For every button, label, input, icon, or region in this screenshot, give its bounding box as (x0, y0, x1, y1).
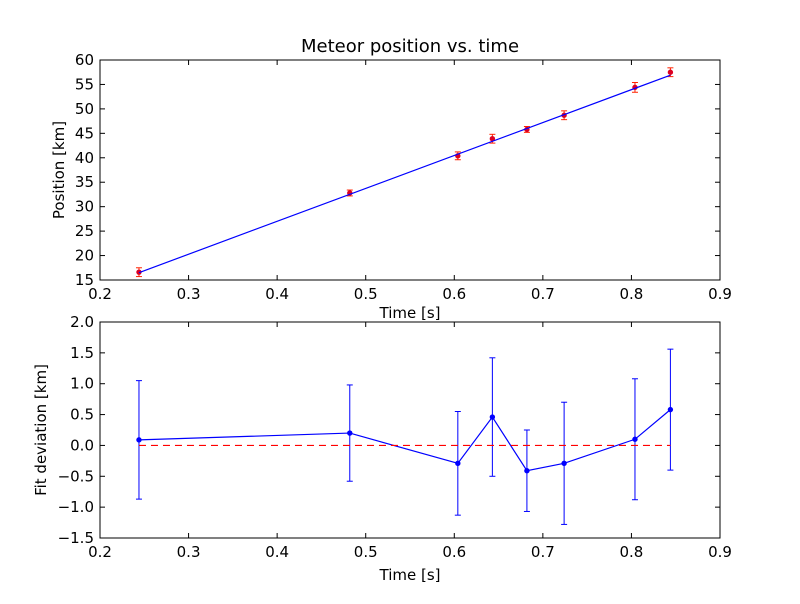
deviation-chart: 0.2 0.3 0.4 0.5 0.6 0.7 0.8 0.9 −1.5 −1.0 −0.5 0.0… (32, 313, 732, 584)
x-axis-ticks: 0.2 0.3 0.4 0.5 0.6 0.7 0.8 0.9 (88, 60, 732, 303)
x-axis-ticks: 0.2 0.3 0.4 0.5 0.6 0.7 0.8 0.9 (88, 322, 732, 561)
x-tick-label: 0.3 (177, 543, 201, 561)
x-tick-label: 0.5 (354, 285, 378, 303)
y-axis-label: Fit deviation [km] (32, 364, 50, 496)
data-point (561, 460, 567, 467)
data-point (489, 414, 496, 420)
data-point (136, 437, 142, 443)
x-tick-label: 0.2 (88, 543, 112, 561)
data-point (455, 460, 461, 467)
x-tick-label: 0.6 (442, 543, 466, 561)
x-tick-label: 0.4 (265, 543, 289, 561)
y-axis-ticks: 15 20 25 30 35 40 45 50 55 60 (75, 51, 720, 289)
y-tick-label: 0.5 (70, 406, 94, 424)
data-point (667, 69, 674, 75)
data-point (667, 406, 674, 413)
y-tick-label: 25 (75, 222, 94, 240)
plot-frame (99, 321, 721, 539)
plot-frame (99, 59, 721, 281)
y-tick-label: −0.5 (58, 467, 94, 485)
y-tick-label: 2.0 (70, 313, 94, 331)
data-point (632, 436, 638, 442)
y-tick-label: 50 (75, 100, 94, 118)
y-tick-label: 60 (75, 51, 94, 69)
y-axis-label: Position [km] (50, 121, 68, 219)
position-chart: Meteor position vs. time 0.2 0.3 0.4 0.5 0.6… (50, 36, 732, 322)
y-tick-label: 35 (75, 173, 94, 191)
x-tick-label: 0.9 (708, 285, 732, 303)
deviation-line (138, 409, 671, 472)
y-tick-label: 1.5 (70, 344, 94, 362)
chart-title: Meteor position vs. time (301, 36, 519, 57)
fit-line (138, 74, 671, 274)
data-point (347, 430, 353, 436)
x-tick-label: 0.4 (265, 285, 289, 303)
y-tick-label: 55 (75, 75, 94, 93)
y-tick-label: 40 (75, 149, 94, 167)
y-axis-ticks: −1.5 −1.0 −0.5 0.0 0.5 1.0 1.5 2.0 (58, 313, 720, 547)
x-tick-label: 0.8 (619, 285, 643, 303)
x-tick-label: 0.9 (708, 543, 732, 561)
x-tick-label: 0.7 (531, 543, 555, 561)
y-tick-label: −1.5 (58, 529, 94, 547)
y-tick-label: 45 (75, 124, 94, 142)
x-tick-label: 0.7 (531, 285, 555, 303)
y-tick-label: 15 (75, 271, 94, 289)
y-tick-label: 20 (75, 247, 94, 265)
y-tick-label: 30 (75, 198, 94, 216)
y-tick-label: 0.0 (70, 436, 94, 454)
x-axis-label: Time [s] (379, 304, 441, 322)
x-tick-label: 0.8 (619, 543, 643, 561)
x-tick-label: 0.6 (442, 285, 466, 303)
data-point (524, 468, 530, 474)
y-tick-label: −1.0 (58, 498, 94, 516)
y-tick-label: 1.0 (70, 375, 94, 393)
plot-area (135, 67, 674, 278)
x-tick-label: 0.2 (88, 285, 112, 303)
x-tick-label: 0.3 (177, 285, 201, 303)
x-tick-label: 0.5 (354, 543, 378, 561)
x-axis-label: Time [s] (379, 566, 441, 584)
plot-area (135, 348, 674, 525)
